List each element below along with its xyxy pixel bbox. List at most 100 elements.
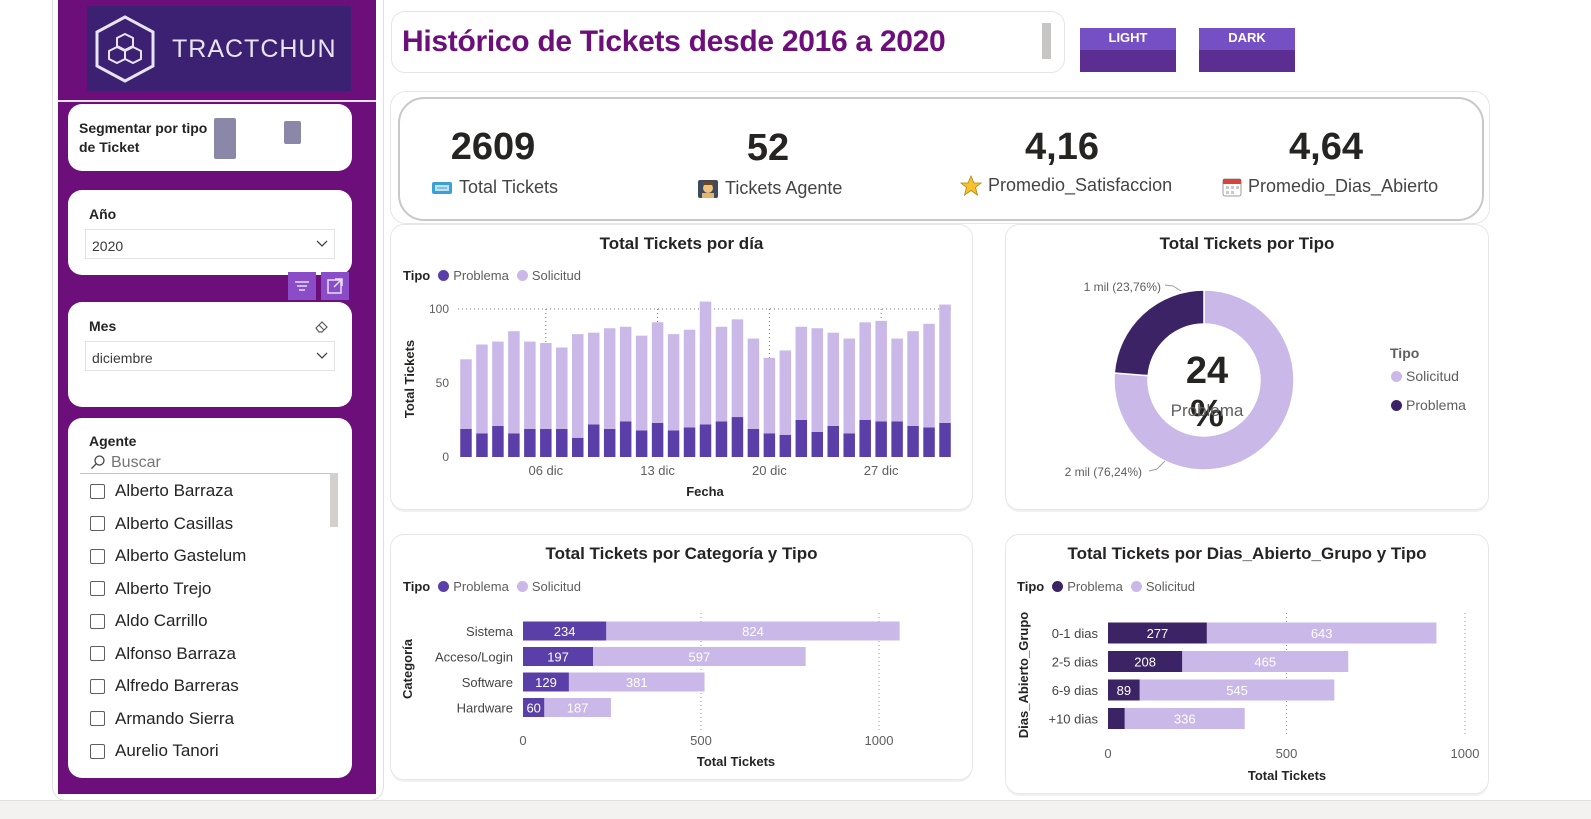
month-slicer: Mes diciembre [68,302,352,407]
bar-problema [619,421,632,457]
agent-list-item[interactable]: Alfonso Barraza [90,641,236,667]
checkbox[interactable] [90,581,105,596]
checkbox[interactable] [90,711,105,726]
segment-slicer: Segmentar por tipo de Ticket [68,104,352,171]
legend-dot-problema [438,581,450,592]
legend-solicitud: Solicitud [1145,579,1195,594]
year-dropdown[interactable]: 2020 [85,229,335,259]
agent-list-item[interactable]: Aurelio Tanori [90,738,219,764]
data-label: 824 [742,624,764,639]
agent-list-item[interactable]: Alfredo Barreras [90,673,239,699]
logo-text: TRACTCHUN [172,35,337,63]
month-dropdown[interactable]: diciembre [85,341,335,371]
chart-legend: Tipo Problema Solicitud [403,579,581,594]
agent-name: Alberto Trejo [115,578,212,598]
segment-button-problema[interactable] [214,118,236,159]
bar-solicitud [572,334,584,438]
legend-solicitud: Solicitud [531,268,581,283]
x-axis-title: Total Tickets [1248,768,1326,783]
category-label: 6-9 dias [1052,683,1099,698]
agent-list-item[interactable]: Aldo Carrillo [90,608,208,634]
month-value: diciembre [92,350,153,366]
bar-solicitud [460,359,472,429]
bar-problema [1108,622,1207,644]
type-donut-chart: 2 mil (76,24%) 1 mil (23,76%) [1065,280,1295,479]
bar-problema [523,621,607,641]
agent-name: Alberto Casillas [115,513,234,533]
data-label: 89 [1117,683,1131,698]
checkbox[interactable] [90,743,105,759]
chart-legend: Tipo Problema Solicitud [403,268,581,283]
leader-line [1164,284,1182,292]
bar-solicitud [544,698,611,717]
chart-legend: Tipo Problema Solicitud [1017,579,1195,594]
logo: TRACTCHUN [87,6,351,91]
agent-list-scrollbar[interactable] [330,473,338,527]
bar-solicitud [795,326,808,420]
eraser-icon[interactable] [314,318,330,334]
legend-problema: Problema [1406,397,1466,413]
category-label: Software [462,675,513,690]
agent-icon [698,179,718,198]
kpi-label-text: Promedio_Satisfaccion [988,175,1173,195]
checkbox[interactable] [90,516,105,531]
agent-list-item[interactable]: Alberto Barraza [90,478,233,504]
divider [58,100,376,102]
legend-dot-problema [1391,399,1402,411]
legend-dot-problema [438,270,450,281]
agent-list-item[interactable]: Alberto Trejo [90,576,211,602]
data-label: 197 [547,650,569,665]
bar-solicitud [619,326,632,422]
bar-problema [907,425,919,457]
chart-title: Total Tickets por día [599,234,764,253]
bar-problema [1108,651,1183,672]
title-bar [391,11,1065,73]
bar-solicitud [651,322,664,423]
checkbox[interactable] [90,646,105,661]
calendar-icon [1222,178,1242,196]
legend-problema: Problema [1067,579,1123,594]
bar-solicitud [1124,708,1245,729]
agent-list-item[interactable]: Alberto Casillas [90,511,233,537]
focus-mode-button[interactable] [321,272,349,300]
category-label: Sistema [466,624,514,639]
dark-theme-button[interactable]: DARK [1199,28,1295,72]
checkbox[interactable] [90,548,105,564]
bar-problema [540,428,552,457]
y-tick-label: 0 [442,450,449,464]
agent-name: Armando Sierra [115,708,235,728]
legend-dot-solicitud [1391,370,1402,382]
agent-list-item[interactable]: Alberto Gastelum [90,543,246,569]
bar-solicitud [568,672,705,692]
ticket-icon [432,181,452,194]
bar-problema [1108,679,1140,701]
light-theme-button[interactable]: LIGHT [1080,28,1176,72]
bar-solicitud [683,329,696,428]
agent-search-input[interactable] [111,452,331,474]
filter-button[interactable] [288,272,316,300]
segment-button-solicitud[interactable] [284,121,301,144]
bar-problema [875,421,887,457]
agent-list-item[interactable]: Armando Sierra [90,706,234,732]
search-underline [80,473,338,474]
checkbox[interactable] [90,483,105,499]
legend-item-solicitud: Solicitud [1391,368,1459,384]
bar-solicitud [843,338,855,434]
logo-hexagon-icon [95,15,155,83]
year-label: Año [89,206,117,222]
kpi-total-tickets-value: 2609 [450,126,536,168]
status-bar [0,800,1591,819]
checkbox[interactable] [90,613,105,629]
kpi-label-text: Promedio_Dias_Abierto [1248,176,1439,196]
bar-solicitud [635,335,648,431]
checkbox[interactable] [90,678,105,694]
legend-dot-solicitud [516,581,528,592]
x-tick-label: 27 dic [864,463,899,478]
kpi-days-open-label: Promedio_Dias_Abierto [1222,176,1438,197]
bar-solicitud [811,328,824,432]
bar-problema [827,425,839,457]
bar-problema [651,422,664,457]
kpi-satisfaction-label: Promedio_Satisfaccion [960,175,1172,196]
bar-problema [715,421,728,457]
chevron-down-icon [316,240,328,247]
